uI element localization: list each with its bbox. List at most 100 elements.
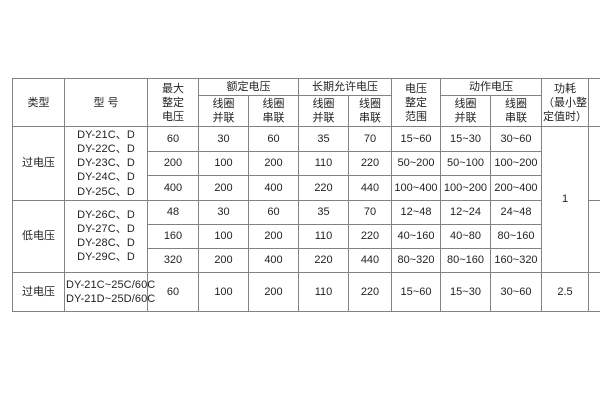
header-action-coil-series-line2: 串联	[505, 112, 527, 125]
cell-max-setting-voltage: 60	[147, 271, 199, 312]
header-rated-coil-parallel: 线圈 并联	[198, 95, 249, 128]
model-line: DY-25C、D	[77, 185, 135, 198]
header-rated-voltage: 额定电压	[198, 77, 299, 97]
header-power-consumption-line1: 功耗	[554, 82, 576, 95]
header-max-setting-voltage-line2: 整定	[162, 96, 184, 109]
header-action-coil-parallel: 线圈 并联	[440, 95, 491, 128]
cell-rated-coil-parallel: 100	[198, 150, 249, 177]
cell-rated-coil-series: 200	[248, 223, 299, 249]
table-row: 320 200 400 220 440 80~320 80~160 160~32…	[13, 247, 600, 273]
cell-rated-coil-parallel: 30	[198, 199, 249, 225]
header-return-coefficient: 返回 系数	[588, 77, 600, 128]
header-longterm-coil-series-line1: 线圈	[359, 98, 381, 111]
header-longterm-coil-series: 线圈 串联	[348, 95, 392, 128]
cell-max-setting-voltage: 200	[147, 150, 199, 177]
header-long-term-allowable-voltage: 长期允许电压	[298, 77, 392, 97]
header-power-consumption-line3: 定值时）	[543, 110, 587, 123]
cell-rated-coil-series: 200	[248, 271, 299, 312]
cell-voltage-setting-range: 100~400	[391, 175, 441, 201]
model-line: DY-27C、D	[77, 223, 135, 236]
model-line: DY-21C、D	[77, 129, 135, 142]
cell-longterm-coil-parallel: 110	[298, 223, 349, 249]
cell-rated-coil-series: 400	[248, 247, 299, 273]
cell-rated-coil-parallel: 30	[198, 126, 249, 152]
cell-longterm-coil-series: 440	[348, 175, 392, 201]
header-longterm-coil-series-line2: 串联	[359, 112, 381, 125]
cell-action-coil-parallel: 15~30	[440, 126, 491, 152]
cell-voltage-setting-range: 80~320	[391, 247, 441, 273]
header-model: 型 号	[64, 77, 148, 128]
model-line: DY-26C、D	[77, 208, 135, 221]
cell-type-group-1: 低电压	[12, 199, 65, 273]
cell-rated-coil-parallel: 100	[198, 223, 249, 249]
model-line: DY-28C、D	[77, 237, 135, 250]
header-row-top: 类型 型 号 最大 整定 电压 额定电压 长期允许电压 电压 整定 范围 动作电…	[12, 77, 600, 128]
cell-models-group-2: DY-21C~25C/60C DY-21D~25D/60C	[64, 271, 156, 312]
header-action-coil-parallel-line1: 线圈	[454, 98, 477, 111]
cell-rated-coil-series: 60	[248, 126, 299, 152]
cell-longterm-coil-parallel: 220	[298, 175, 349, 201]
cell-longterm-coil-series: 220	[348, 223, 392, 249]
cell-action-coil-series: 30~60	[490, 271, 542, 312]
header-rated-coil-series-line2: 串联	[262, 112, 285, 125]
model-line: DY-21D~25D/60C	[66, 292, 156, 305]
cell-rated-coil-parallel: 200	[198, 175, 249, 201]
cell-action-coil-series: 100~200	[490, 150, 542, 177]
header-voltage-setting-range: 电压 整定 范围	[391, 77, 441, 128]
header-action-coil-parallel-line2: 并联	[454, 112, 477, 125]
header-voltage-setting-range-line2: 整定	[405, 96, 427, 109]
cell-longterm-coil-series: 440	[348, 247, 392, 273]
model-line: DY-22C、D	[77, 143, 135, 156]
cell-voltage-setting-range: 15~60	[391, 271, 441, 312]
relay-specification-table: 类型 型 号 最大 整定 电压 额定电压 长期允许电压 电压 整定 范围 动作电…	[12, 77, 600, 312]
header-rated-coil-series: 线圈 串联	[248, 95, 299, 128]
table-row: 过电压 DY-21C~25C/60C DY-21D~25D/60C 60 100…	[12, 271, 600, 312]
header-power-consumption-line2: （最小整	[543, 96, 587, 109]
cell-action-coil-parallel: 100~200	[440, 175, 491, 201]
cell-max-setting-voltage: 320	[147, 247, 199, 273]
cell-action-coil-series: 160~320	[490, 247, 542, 273]
header-rated-coil-parallel-line2: 并联	[212, 112, 235, 125]
cell-models-group-1: DY-26C、D DY-27C、D DY-28C、D DY-29C、D	[64, 199, 148, 273]
cell-models-group-0: DY-21C、D DY-22C、D DY-23C、D DY-24C、D DY-2…	[64, 126, 148, 201]
cell-rated-coil-series: 60	[248, 199, 299, 225]
header-longterm-coil-parallel-line2: 并联	[312, 112, 335, 125]
model-line: DY-21C~25C/60C	[66, 278, 156, 291]
cell-longterm-coil-series: 70	[348, 199, 392, 225]
cell-rated-coil-series: 400	[248, 175, 299, 201]
specification-table-container: 类型 型 号 最大 整定 电压 额定电压 长期允许电压 电压 整定 范围 动作电…	[12, 77, 600, 312]
header-type: 类型	[12, 77, 65, 128]
cell-action-coil-series: 80~160	[490, 223, 542, 249]
header-voltage-setting-range-line3: 范围	[405, 110, 427, 123]
cell-max-setting-voltage: 400	[147, 175, 199, 201]
header-action-coil-series: 线圈 串联	[490, 95, 542, 128]
header-row-sub: 线圈 并联 线圈 串联 线圈 并联 线圈 串联 线圈 并联	[13, 95, 600, 128]
cell-action-coil-series: 30~60	[490, 126, 542, 152]
cell-action-coil-parallel: 15~30	[440, 271, 491, 312]
header-rated-coil-parallel-line1: 线圈	[212, 98, 235, 111]
cell-max-setting-voltage: 48	[147, 199, 199, 225]
cell-max-setting-voltage: 160	[147, 223, 199, 249]
model-line: DY-24C、D	[77, 171, 135, 184]
cell-longterm-coil-parallel: 110	[298, 271, 349, 312]
cell-return-coefficient-group-0: 0.8	[588, 126, 600, 201]
table-row: 低电压 DY-26C、D DY-27C、D DY-28C、D DY-29C、D …	[12, 199, 600, 273]
table-row: 过电压 DY-21C、D DY-22C、D DY-23C、D DY-24C、D …	[12, 126, 600, 273]
cell-rated-coil-series: 200	[248, 150, 299, 177]
header-power-consumption: 功耗 （最小整 定值时）	[541, 77, 589, 128]
cell-type-group-2: 过电压	[12, 271, 65, 312]
cell-action-coil-series: 200~400	[490, 175, 542, 201]
cell-action-coil-parallel: 12~24	[440, 199, 491, 225]
table-row: 400 200 400 220 440 100~400 100~200 200~…	[13, 175, 600, 201]
cell-longterm-coil-series: 220	[348, 150, 392, 177]
cell-voltage-setting-range: 15~60	[391, 126, 441, 152]
cell-voltage-setting-range: 40~160	[391, 223, 441, 249]
table-row: 200 100 200 110 220 50~200 50~100 100~20…	[13, 150, 600, 177]
cell-rated-coil-parallel: 200	[198, 247, 249, 273]
header-max-setting-voltage-line1: 最大	[162, 82, 184, 95]
cell-voltage-setting-range: 12~48	[391, 199, 441, 225]
header-return-coefficient-line2: 系数	[590, 103, 600, 117]
cell-action-coil-parallel: 50~100	[440, 150, 491, 177]
cell-max-setting-voltage: 60	[147, 126, 199, 152]
model-line: DY-23C、D	[77, 157, 135, 170]
